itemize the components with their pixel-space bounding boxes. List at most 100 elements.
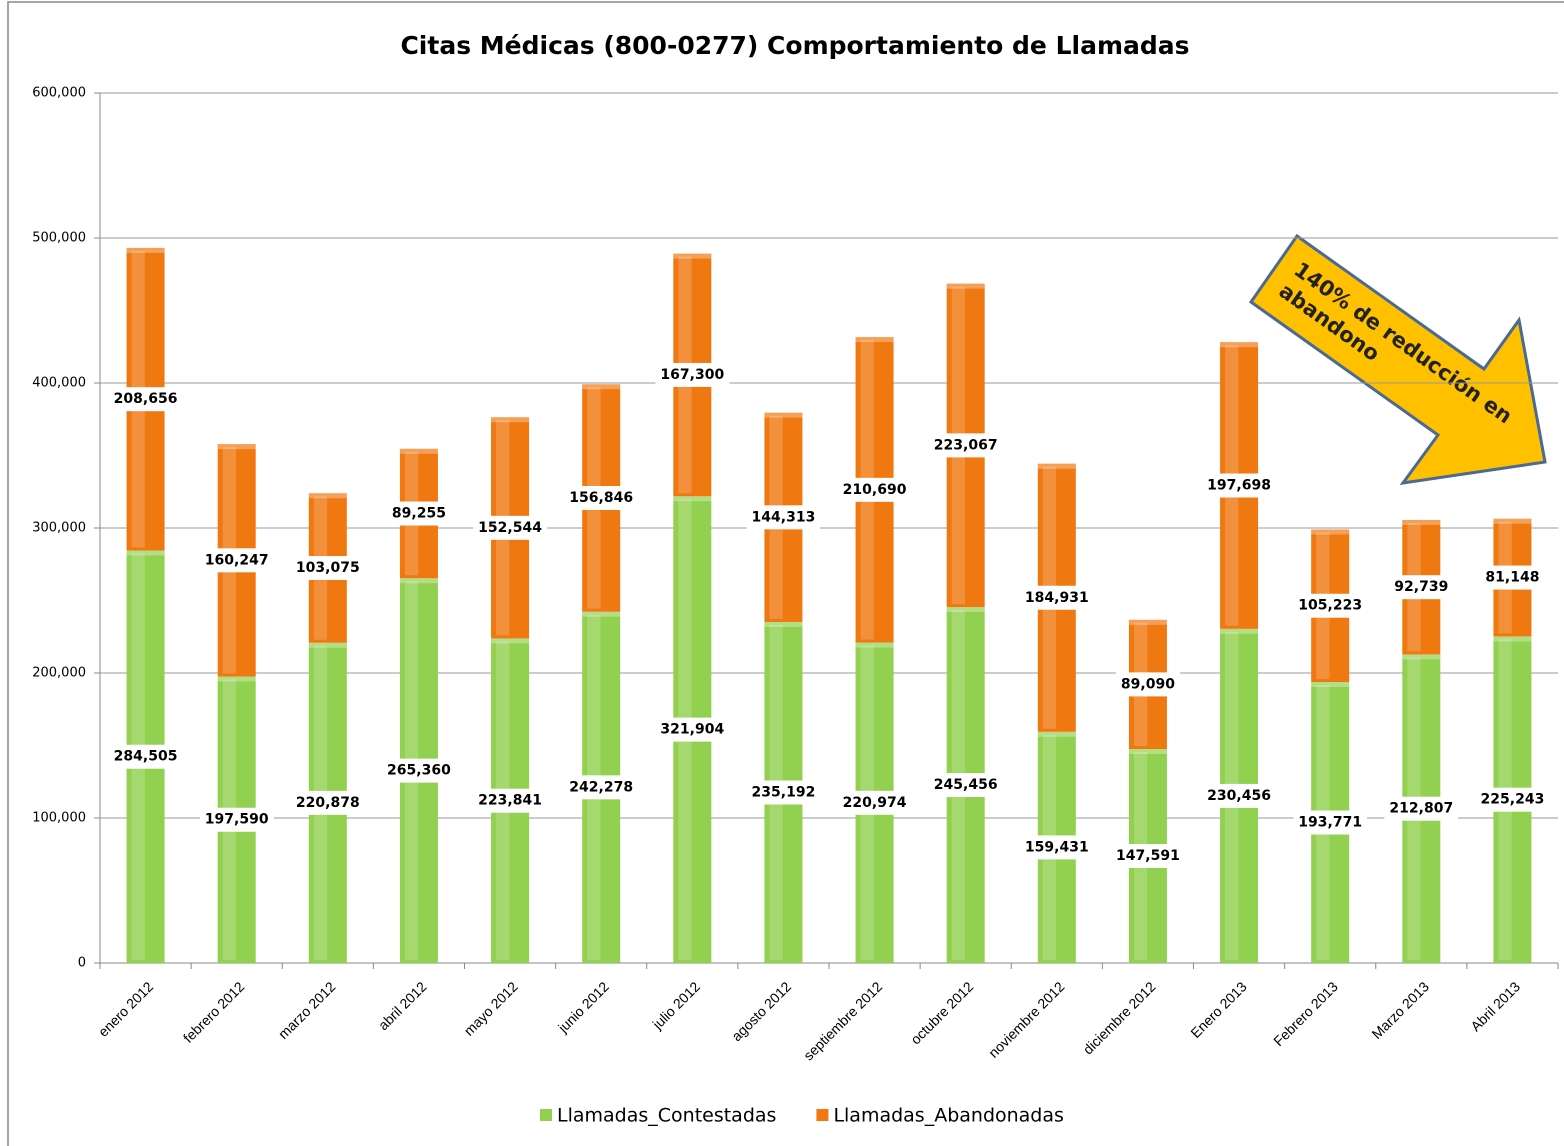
bar-cap [1493, 636, 1532, 642]
value-label-bg [382, 758, 457, 783]
value-label-bg [199, 807, 274, 832]
value-label-bg [108, 387, 183, 412]
value-label-bg [837, 790, 912, 815]
value-label: 230,456 [1207, 788, 1271, 804]
value-label: 223,067 [934, 437, 998, 453]
value-label-bg [1475, 787, 1550, 812]
value-label-bg [1293, 810, 1368, 835]
y-tick-label: 500,000 [32, 231, 86, 246]
value-label: 220,974 [843, 795, 907, 811]
value-label: 89,090 [1121, 676, 1175, 692]
annotation-arrow [1248, 233, 1547, 486]
bar-cap [946, 607, 985, 613]
value-label-bg [928, 773, 1003, 798]
value-label-bg [1480, 565, 1545, 590]
value-label-bg [564, 775, 639, 800]
value-label: 245,456 [934, 777, 998, 793]
value-label-bg [1019, 585, 1094, 610]
bar-cap [1311, 529, 1350, 535]
chart-title: Citas Médicas (800-0277) Comportamiento … [400, 31, 1189, 60]
value-label-bg [1202, 473, 1276, 498]
value-label: 144,313 [752, 509, 816, 525]
y-tick-label: 400,000 [32, 376, 86, 391]
bar-cap [1311, 682, 1350, 688]
bar-cap [1128, 619, 1167, 625]
value-label: 284,505 [114, 749, 178, 765]
value-label-bg [1019, 835, 1094, 860]
value-label-bg [199, 548, 274, 573]
bar-cap [491, 638, 530, 644]
legend-label: Llamadas_Contestadas [557, 1105, 776, 1127]
bar-cap [764, 621, 803, 627]
bar-cap [1402, 654, 1441, 660]
value-label-bg [1389, 575, 1454, 600]
value-label: 210,690 [843, 482, 907, 498]
bar-cap [764, 412, 803, 418]
bar-cap [217, 676, 256, 682]
value-label: 193,771 [1298, 815, 1362, 831]
value-label-bg [1111, 843, 1185, 868]
value-label-bg [1384, 796, 1459, 821]
value-label: 159,431 [1025, 839, 1089, 855]
value-label: 184,931 [1025, 590, 1089, 606]
value-label-bg [837, 477, 912, 502]
bar-cap [308, 642, 347, 648]
bar-cap [582, 611, 621, 617]
legend: Llamadas_Contestadas Llamadas_Abandonadas [540, 1105, 1064, 1127]
value-label-bg [746, 505, 821, 530]
bar-cap [673, 496, 712, 502]
bar-cap [1493, 518, 1532, 524]
bar-cap [308, 493, 347, 499]
value-label: 81,148 [1485, 570, 1539, 586]
value-label: 160,247 [205, 552, 269, 568]
value-label: 208,656 [114, 391, 178, 407]
value-label: 220,878 [296, 795, 360, 811]
value-label: 103,075 [296, 560, 360, 576]
value-label: 321,904 [660, 722, 724, 738]
bar-cap [673, 253, 712, 259]
value-label-bg [1293, 593, 1368, 618]
bar-cap [491, 417, 530, 423]
bar-cap [582, 384, 621, 390]
value-label-bg [290, 790, 365, 815]
y-tick-label: 600,000 [32, 86, 86, 101]
value-label: 223,841 [478, 793, 542, 809]
bar-cap [1402, 519, 1441, 525]
bar-cap [126, 550, 165, 556]
value-label-bg [386, 501, 451, 526]
value-label-bg [290, 555, 365, 580]
bar-cap [1037, 463, 1076, 469]
value-label-bg [473, 515, 548, 540]
value-label-bg [928, 433, 1003, 458]
bar-cap [1220, 342, 1259, 348]
value-label: 147,591 [1116, 848, 1180, 864]
bar-cap [1037, 731, 1076, 737]
value-label: 105,223 [1298, 598, 1362, 614]
value-label: 197,590 [205, 812, 269, 828]
y-tick-label: 200,000 [32, 666, 86, 681]
value-label-bg [1115, 672, 1181, 697]
value-label: 225,243 [1481, 792, 1545, 808]
value-label: 265,360 [387, 763, 451, 779]
value-label: 92,739 [1394, 579, 1448, 595]
value-label: 235,192 [752, 784, 816, 800]
y-tick-label: 100,000 [32, 811, 86, 826]
value-label: 156,846 [569, 490, 633, 506]
value-label-bg [655, 362, 730, 387]
bar-cap [399, 448, 438, 454]
bar-cap [399, 578, 438, 584]
bar-cap [126, 247, 165, 253]
value-label-bg [1202, 783, 1276, 808]
y-tick-label: 300,000 [32, 521, 86, 536]
value-label-bg [473, 788, 547, 813]
bar-cap [855, 337, 894, 343]
bar-cap [1128, 748, 1167, 754]
legend-swatch [816, 1109, 829, 1121]
bar-cap [855, 642, 894, 648]
value-label: 242,278 [569, 779, 633, 795]
value-label-bg [564, 485, 639, 510]
legend-swatch [540, 1109, 552, 1121]
value-label: 167,300 [660, 367, 724, 383]
value-label-bg [108, 744, 183, 769]
